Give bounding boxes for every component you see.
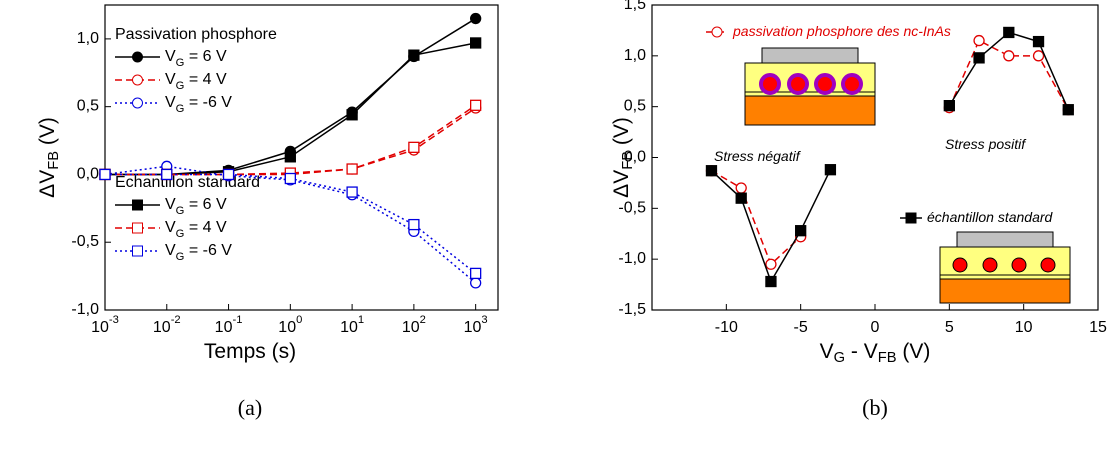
marker — [1062, 104, 1074, 116]
marker — [943, 100, 955, 112]
marker — [346, 163, 358, 175]
x-tick-label: 10-1 — [215, 314, 243, 336]
y-tick-label: 0,5 — [77, 98, 99, 115]
marker — [408, 49, 420, 61]
marker — [824, 164, 837, 176]
marker — [346, 109, 358, 121]
x-tick-label: 5 — [945, 319, 954, 336]
x-axis-label: Temps (s) — [204, 340, 296, 363]
marker — [1032, 50, 1045, 62]
marker — [973, 52, 985, 64]
legend-label: VG = -6 V — [165, 242, 232, 263]
legend-label: échantillon standard — [927, 209, 1054, 225]
marker — [765, 258, 777, 270]
marker — [470, 37, 482, 49]
marker — [470, 277, 482, 289]
caption: (b) — [862, 395, 888, 420]
y-tick-label: -0,5 — [71, 233, 99, 250]
marker — [408, 218, 420, 231]
marker — [470, 99, 482, 111]
y-tick-label: 0,5 — [624, 98, 646, 115]
y-axis-label: ΔVFB (V) — [610, 117, 636, 198]
legend-marker — [132, 51, 143, 63]
legend-marker — [711, 26, 723, 38]
marker — [161, 168, 173, 181]
series-line — [948, 31, 1069, 111]
x-tick-label: -10 — [715, 319, 738, 336]
marker — [408, 141, 420, 153]
series-line — [105, 107, 477, 176]
legend-label: VG = -6 V — [165, 94, 232, 115]
marker — [795, 225, 807, 237]
marker — [1032, 35, 1045, 48]
x-tick-label: 15 — [1089, 319, 1107, 336]
marker — [705, 165, 718, 177]
x-axis-label: VG - VFB (V) — [820, 340, 931, 366]
y-tick-label: -1,0 — [71, 301, 99, 318]
x-tick-label: 0 — [871, 319, 880, 336]
y-tick-label: 0,0 — [624, 149, 646, 166]
annotation: Stress négatif — [714, 148, 802, 164]
x-tick-label: 102 — [402, 314, 426, 336]
series-line — [948, 39, 1069, 111]
x-tick-label: 100 — [278, 314, 302, 336]
y-axis-label: ΔVFB (V) — [36, 117, 62, 198]
caption: (a) — [238, 395, 262, 420]
legend-label: VG = 6 V — [165, 48, 227, 69]
plot-frame — [104, 4, 499, 311]
series-line — [105, 104, 477, 176]
legend-marker — [132, 199, 143, 211]
legend-heading: Echantillon standard — [115, 174, 260, 191]
marker — [765, 275, 777, 288]
legend-label: VG = 4 V — [165, 71, 227, 92]
marker — [346, 186, 358, 198]
marker — [735, 192, 747, 204]
legend-marker — [132, 74, 143, 86]
legend-marker — [132, 97, 143, 109]
x-tick-label: -5 — [794, 319, 808, 336]
marker — [735, 182, 747, 194]
marker — [99, 168, 111, 181]
legend-label: VG = 4 V — [165, 219, 227, 240]
y-tick-label: -1,0 — [618, 250, 646, 267]
annotation: Stress positif — [945, 136, 1027, 152]
series-line — [711, 170, 802, 266]
legend-marker — [905, 212, 917, 224]
legend-label: VG = 6 V — [165, 196, 227, 217]
y-tick-label: 0,0 — [77, 166, 99, 183]
legend-label: passivation phosphore des nc-InAs — [732, 23, 951, 39]
y-tick-label: 1,0 — [77, 30, 99, 47]
marker — [1003, 26, 1015, 39]
marker — [1003, 50, 1015, 62]
y-tick-label: -0,5 — [618, 200, 646, 217]
marker — [284, 172, 296, 185]
device-icon-passivation — [744, 47, 876, 126]
x-tick-label: 10-2 — [153, 314, 181, 336]
x-tick-label: 101 — [340, 314, 364, 336]
marker — [470, 267, 482, 280]
device-icon-standard — [939, 231, 1071, 304]
legend-heading: Passivation phosphore — [115, 26, 277, 43]
x-tick-label: 10-3 — [91, 314, 119, 336]
x-tick-label: 103 — [464, 314, 488, 336]
legend-marker — [132, 245, 143, 257]
legend-marker — [132, 222, 143, 234]
marker — [470, 12, 482, 25]
marker — [284, 151, 296, 163]
x-tick-label: 10 — [1015, 319, 1033, 336]
marker — [973, 34, 985, 47]
marker — [222, 168, 235, 181]
y-tick-label: -1,5 — [618, 301, 646, 318]
y-tick-label: 1,5 — [624, 0, 646, 13]
y-tick-label: 1,0 — [624, 47, 646, 64]
